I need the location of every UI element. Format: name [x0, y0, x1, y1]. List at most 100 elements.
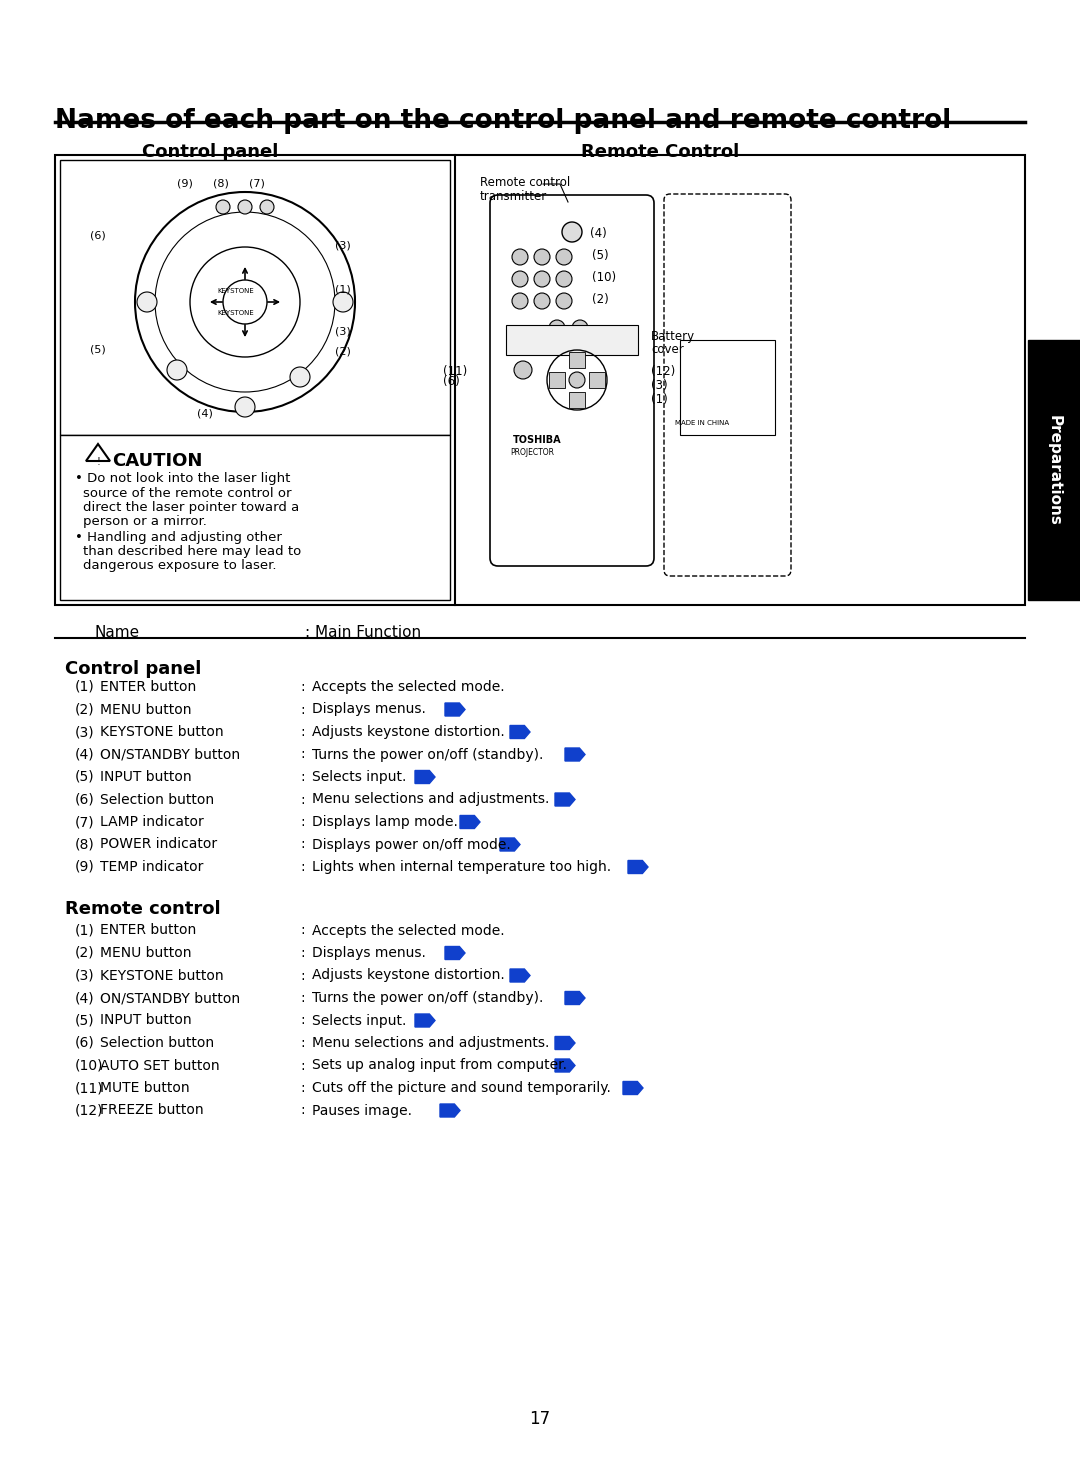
Text: Battery: Battery: [651, 330, 696, 343]
Circle shape: [512, 249, 528, 266]
Text: (1): (1): [651, 393, 667, 406]
Text: Preparations: Preparations: [1047, 415, 1062, 525]
Text: Menu selections and adjustments.: Menu selections and adjustments.: [312, 1036, 550, 1050]
Text: (3): (3): [75, 725, 95, 739]
Text: :: :: [300, 1103, 305, 1118]
Circle shape: [137, 292, 157, 312]
Text: KEYSTONE: KEYSTONE: [217, 310, 254, 315]
Text: !: !: [96, 458, 100, 467]
Text: :: :: [300, 968, 305, 983]
Text: :: :: [300, 703, 305, 716]
Text: (5): (5): [75, 1014, 95, 1027]
Text: (5): (5): [75, 770, 95, 783]
Text: INPUT button: INPUT button: [100, 1014, 191, 1027]
Circle shape: [562, 222, 582, 242]
Text: Turns the power on/off (standby).: Turns the power on/off (standby).: [312, 992, 543, 1005]
Text: transmitter: transmitter: [480, 191, 548, 202]
Circle shape: [534, 249, 550, 266]
Text: MADE IN CHINA: MADE IN CHINA: [675, 420, 729, 425]
Text: :: :: [300, 924, 305, 937]
Bar: [680, 340, 775, 436]
Text: AUTO SET button: AUTO SET button: [100, 1059, 219, 1072]
Bar: [507, 326, 638, 355]
Bar: [569, 352, 585, 368]
Circle shape: [167, 359, 187, 380]
Circle shape: [216, 200, 230, 214]
Polygon shape: [415, 770, 435, 783]
Text: :: :: [300, 748, 305, 761]
Polygon shape: [445, 946, 465, 959]
Text: Selection button: Selection button: [100, 792, 214, 807]
Text: Displays menus.: Displays menus.: [312, 703, 426, 716]
Text: :: :: [300, 838, 305, 851]
Text: (3): (3): [651, 378, 667, 392]
Text: (11): (11): [443, 365, 468, 378]
Polygon shape: [627, 861, 648, 873]
Text: Names of each part on the control panel and remote control: Names of each part on the control panel …: [55, 109, 951, 133]
Circle shape: [512, 293, 528, 310]
Text: MUTE button: MUTE button: [100, 1081, 190, 1094]
Text: :: :: [300, 860, 305, 874]
Text: than described here may lead to: than described here may lead to: [83, 546, 301, 557]
Circle shape: [514, 361, 532, 378]
Text: FREEZE button: FREEZE button: [100, 1103, 204, 1118]
Text: MENU button: MENU button: [100, 946, 191, 959]
Text: TEMP indicator: TEMP indicator: [100, 860, 203, 874]
Text: (7): (7): [75, 816, 95, 829]
Text: :: :: [300, 792, 305, 807]
Text: Displays power on/off mode.: Displays power on/off mode.: [312, 838, 511, 851]
Text: KEYSTONE button: KEYSTONE button: [100, 968, 224, 983]
Circle shape: [556, 271, 572, 288]
Polygon shape: [510, 726, 530, 738]
Text: ON/STANDBY button: ON/STANDBY button: [100, 748, 240, 761]
Text: :: :: [300, 1081, 305, 1094]
Text: :: :: [300, 946, 305, 959]
Text: PROJECTOR: PROJECTOR: [510, 447, 554, 458]
Text: (4): (4): [75, 748, 95, 761]
Text: (11): (11): [75, 1081, 104, 1094]
Text: CAUTION: CAUTION: [112, 452, 202, 469]
Text: : Main Function: : Main Function: [305, 625, 421, 640]
Text: TOSHIBA: TOSHIBA: [513, 436, 562, 445]
Text: Selects input.: Selects input.: [312, 1014, 406, 1027]
Text: (1): (1): [75, 924, 95, 937]
Text: (1): (1): [75, 681, 95, 694]
Bar: [60, 160, 450, 436]
Bar: [1028, 340, 1080, 600]
Text: direct the laser pointer toward a: direct the laser pointer toward a: [83, 502, 299, 513]
Text: Name: Name: [95, 625, 140, 640]
Circle shape: [291, 367, 310, 387]
Text: :: :: [300, 1014, 305, 1027]
Circle shape: [260, 200, 274, 214]
Text: (12): (12): [651, 365, 675, 378]
Text: • Handling and adjusting other: • Handling and adjusting other: [75, 531, 282, 544]
Text: KEYSTONE: KEYSTONE: [217, 288, 254, 293]
Text: (7): (7): [249, 178, 265, 188]
Polygon shape: [565, 992, 585, 1005]
Circle shape: [512, 271, 528, 288]
Text: (2): (2): [592, 293, 609, 307]
Text: Selection button: Selection button: [100, 1036, 214, 1050]
Text: dangerous exposure to laser.: dangerous exposure to laser.: [83, 559, 276, 572]
Text: :: :: [300, 1059, 305, 1072]
Text: cover: cover: [651, 343, 684, 356]
Text: (12): (12): [75, 1103, 104, 1118]
Text: Sets up analog input from computer.: Sets up analog input from computer.: [312, 1059, 567, 1072]
Polygon shape: [555, 1059, 575, 1072]
Polygon shape: [86, 445, 110, 461]
Text: (2): (2): [75, 703, 95, 716]
Text: (8): (8): [213, 178, 229, 188]
Bar: [569, 392, 585, 408]
Circle shape: [333, 292, 353, 312]
Text: (3): (3): [75, 968, 95, 983]
Polygon shape: [415, 1014, 435, 1027]
Text: source of the remote control or: source of the remote control or: [83, 487, 292, 500]
Text: (6): (6): [443, 376, 460, 387]
Text: Remote control: Remote control: [480, 176, 570, 189]
Text: Menu selections and adjustments.: Menu selections and adjustments.: [312, 792, 550, 807]
Text: Turns the power on/off (standby).: Turns the power on/off (standby).: [312, 748, 543, 761]
Text: Pauses image.: Pauses image.: [312, 1103, 411, 1118]
Polygon shape: [445, 703, 465, 716]
FancyBboxPatch shape: [490, 195, 654, 566]
Text: ENTER button: ENTER button: [100, 924, 197, 937]
